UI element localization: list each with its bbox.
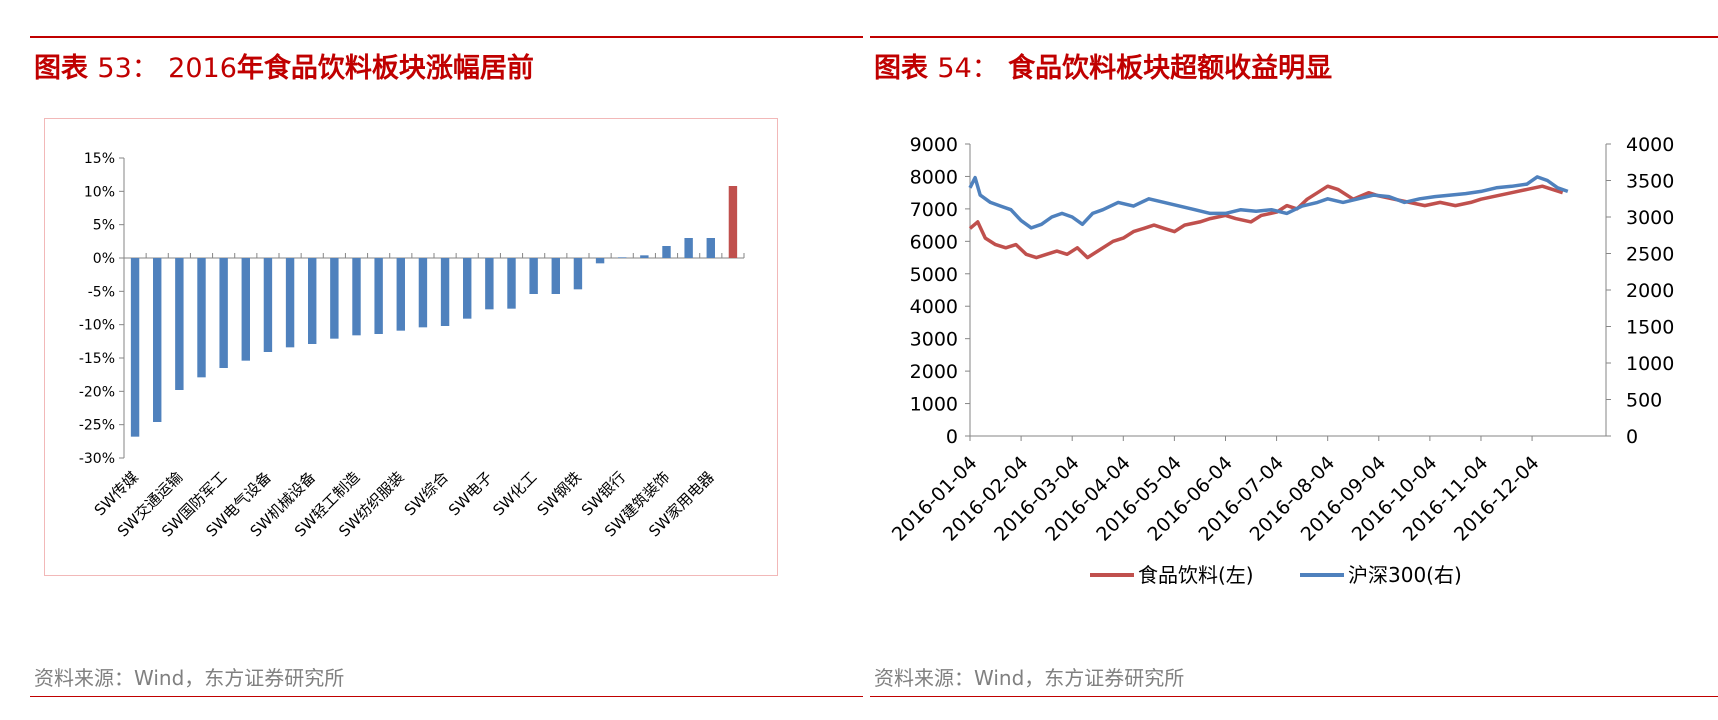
bar bbox=[175, 258, 184, 390]
left-y-tick-label: 6000 bbox=[910, 231, 958, 253]
y-tick-label: -5% bbox=[88, 284, 115, 300]
bar bbox=[197, 258, 206, 378]
bar bbox=[507, 258, 516, 309]
bar bbox=[374, 258, 383, 334]
right-y-tick-label: 500 bbox=[1626, 390, 1662, 412]
y-tick-label: 15% bbox=[84, 151, 115, 167]
source-note: 资料来源：Wind，东方证券研究所 bbox=[874, 666, 1185, 690]
chart-title-53: 图表 53： 2016年食品饮料板块涨幅居前 bbox=[34, 46, 534, 85]
hs300-line bbox=[968, 175, 1569, 230]
title-prefix: 图表 bbox=[34, 53, 88, 84]
bar bbox=[241, 258, 250, 361]
right-y-tick-label: 3000 bbox=[1626, 207, 1674, 229]
bar bbox=[463, 258, 472, 319]
bar bbox=[352, 258, 361, 336]
line-chart: 0 1000 2000 3000 4000 5000 6000 7000 8000 9000 0 50… bbox=[888, 134, 1674, 587]
left-y-tick-label: 7000 bbox=[910, 199, 958, 221]
right-y-tick-label: 2000 bbox=[1626, 280, 1674, 302]
bar bbox=[551, 258, 560, 294]
bar bbox=[130, 258, 140, 437]
bar bbox=[728, 186, 738, 258]
left-y-tick-label: 1000 bbox=[910, 394, 958, 416]
bar bbox=[396, 258, 405, 331]
left-y-tick-label: 4000 bbox=[910, 296, 958, 318]
y-tick-label: -15% bbox=[79, 351, 115, 367]
y-tick-label: 5% bbox=[93, 218, 115, 234]
right-y-tick-label: 1500 bbox=[1626, 317, 1674, 339]
legend-label: 食品饮料(左) bbox=[1138, 563, 1254, 587]
legend-label: 沪深300(右) bbox=[1348, 563, 1462, 587]
left-y-tick-label: 5000 bbox=[910, 264, 958, 286]
left-y-tick-label: 8000 bbox=[910, 166, 958, 188]
bar bbox=[308, 258, 317, 344]
title-number: 54： bbox=[937, 53, 999, 84]
bottom-divider bbox=[30, 696, 863, 697]
right-y-tick-label: 1000 bbox=[1626, 353, 1674, 375]
chart-title-54: 图表 54： 食品饮料板块超额收益明显 bbox=[874, 46, 1332, 85]
title-number: 53： bbox=[97, 53, 159, 84]
bar bbox=[573, 258, 583, 290]
bottom-divider bbox=[870, 696, 1718, 697]
left-y-tick-label: 0 bbox=[946, 426, 958, 448]
title-text: 年食品饮料板块涨幅居前 bbox=[236, 53, 534, 84]
y-tick-label: -30% bbox=[79, 451, 115, 467]
right-y-tick-label: 3500 bbox=[1626, 171, 1674, 193]
right-panel: 图表 54： 食品饮料板块超额收益明显 0 1000 2000 3000 4000 500… bbox=[870, 0, 1718, 720]
left-y-tick-label: 3000 bbox=[910, 329, 958, 351]
right-y-tick-label: 4000 bbox=[1626, 134, 1674, 156]
bar bbox=[662, 246, 671, 258]
bar bbox=[684, 238, 693, 258]
bar bbox=[618, 257, 627, 258]
bar bbox=[263, 258, 273, 352]
bar bbox=[706, 238, 715, 258]
left-panel: 图表 53： 2016年食品饮料板块涨幅居前 15% 10% 5% 0% -5% -10%… bbox=[30, 0, 863, 720]
left-y-tick-label: 9000 bbox=[910, 134, 958, 156]
food-beverage-line bbox=[968, 184, 1564, 260]
bar bbox=[418, 258, 428, 328]
y-tick-label: -25% bbox=[79, 418, 115, 434]
top-divider bbox=[870, 36, 1718, 38]
bar bbox=[285, 258, 295, 348]
title-prefix: 图表 bbox=[874, 53, 928, 84]
y-tick-label: -10% bbox=[79, 318, 115, 334]
bar-chart: 15%10%5%0%-5%-10%-15%-20%-25%-30%SW传媒SW交… bbox=[44, 118, 778, 576]
y-tick-label: 10% bbox=[84, 184, 115, 200]
bar bbox=[330, 258, 339, 339]
bar bbox=[529, 258, 538, 294]
source-note: 资料来源：Wind，东方证券研究所 bbox=[34, 666, 345, 690]
bar bbox=[640, 255, 649, 258]
title-year: 2016 bbox=[168, 53, 237, 84]
left-y-tick-label: 2000 bbox=[910, 361, 958, 383]
y-tick-label: 0% bbox=[93, 251, 115, 267]
bar bbox=[440, 258, 450, 326]
bar bbox=[485, 258, 494, 310]
right-y-tick-label: 0 bbox=[1626, 426, 1638, 448]
bar bbox=[153, 258, 162, 422]
bar bbox=[595, 258, 605, 264]
plot-frame bbox=[44, 118, 778, 576]
top-divider bbox=[30, 36, 863, 38]
right-y-tick-label: 2500 bbox=[1626, 244, 1674, 266]
title-text: 食品饮料板块超额收益明显 bbox=[1008, 53, 1333, 84]
y-tick-label: -20% bbox=[79, 384, 115, 400]
bar bbox=[219, 258, 228, 368]
